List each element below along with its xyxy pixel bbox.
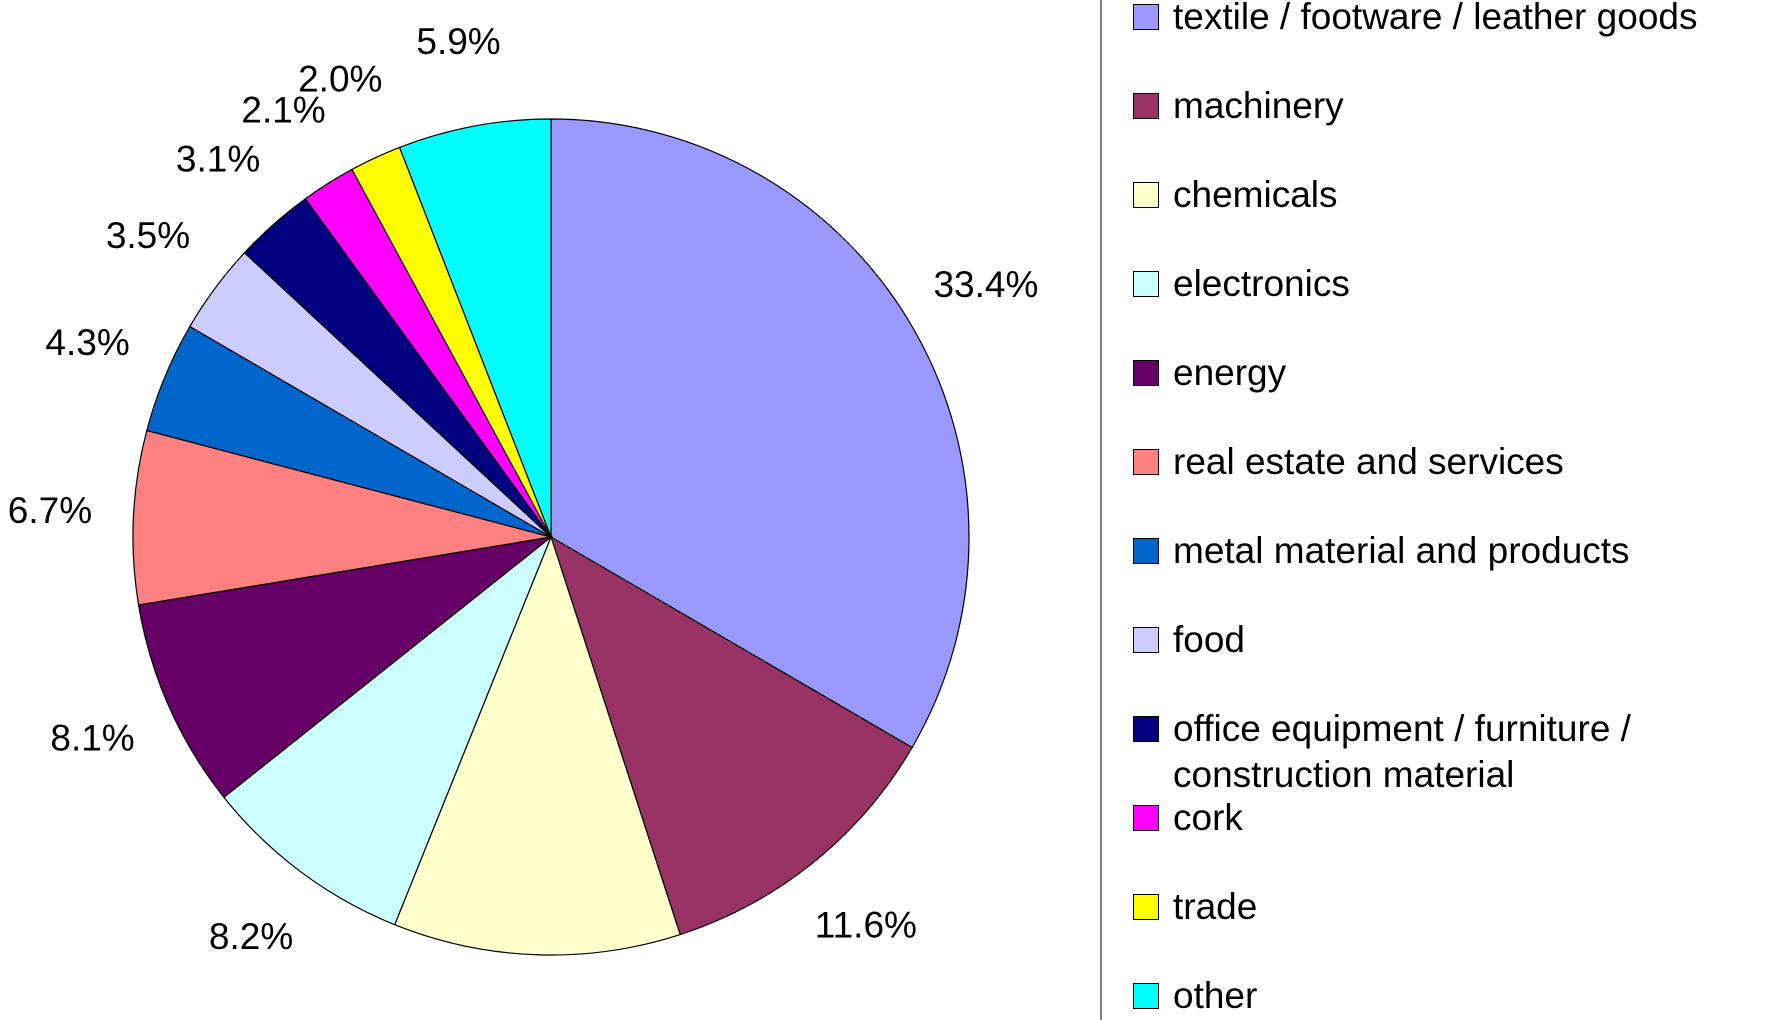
pie-slice (132, 429, 552, 606)
legend-swatch (1133, 182, 1159, 208)
legend-item: metal material and products (1133, 528, 1753, 574)
legend-swatch (1133, 449, 1159, 475)
legend-label: chemicals (1173, 174, 1338, 215)
legend-label: electronics (1173, 263, 1350, 304)
legend-item: office equipment / furniture / construct… (1133, 706, 1753, 798)
legend-label: cork (1173, 797, 1243, 838)
legend-swatch (1133, 716, 1159, 742)
legend-label: textile / footware / leather goods (1173, 0, 1698, 37)
data-label: 11.1% (483, 1015, 585, 1020)
legend-label: other (1173, 975, 1258, 1016)
data-label: 6.7% (8, 490, 92, 531)
data-label: 33.4% (933, 264, 1038, 305)
data-label: 8.2% (209, 916, 293, 957)
data-label: 3.1% (176, 139, 260, 180)
legend-swatch (1133, 4, 1159, 30)
pie-slice (137, 536, 554, 799)
data-label: 3.5% (106, 215, 190, 256)
legend-item: other (1133, 973, 1753, 1019)
legend-label: metal material and products (1173, 530, 1630, 571)
legend-swatch (1133, 271, 1159, 297)
legend-item: machinery (1133, 83, 1753, 129)
legend-item: textile / footware / leather goods (1133, 0, 1753, 40)
legend-item: electronics (1133, 261, 1753, 307)
legend-label: machinery (1173, 85, 1344, 126)
legend-label: real estate and services (1173, 441, 1564, 482)
legend-swatch (1133, 894, 1159, 920)
legend-label: trade (1173, 886, 1258, 927)
legend-swatch (1133, 983, 1159, 1009)
pie-slice (398, 118, 552, 538)
pie-slice (549, 535, 913, 936)
data-label: 2.1% (241, 89, 325, 130)
legend-swatch (1133, 93, 1159, 119)
pie-slice (223, 535, 553, 926)
data-label: 11.6% (815, 904, 917, 945)
legend-item: energy (1133, 350, 1753, 396)
pie-slice (393, 535, 681, 956)
legend-item: cork (1133, 795, 1753, 841)
legend-item: real estate and services (1133, 439, 1753, 485)
legend-item: trade (1133, 884, 1753, 930)
legend-label: food (1173, 619, 1246, 660)
data-label: 2.0% (298, 59, 382, 100)
legend-swatch (1133, 360, 1159, 386)
legend-swatch (1133, 805, 1159, 831)
legend-label: office equipment / furniture / construct… (1173, 708, 1631, 795)
legend-item: food (1133, 617, 1753, 663)
legend-swatch (1133, 538, 1159, 564)
data-label: 5.9% (416, 21, 500, 62)
pie-slice (550, 118, 970, 749)
legend-label: energy (1173, 352, 1287, 393)
legend-swatch (1133, 627, 1159, 653)
data-label: 4.3% (45, 322, 129, 363)
data-label: 8.1% (50, 717, 134, 758)
legend-item: chemicals (1133, 172, 1753, 218)
